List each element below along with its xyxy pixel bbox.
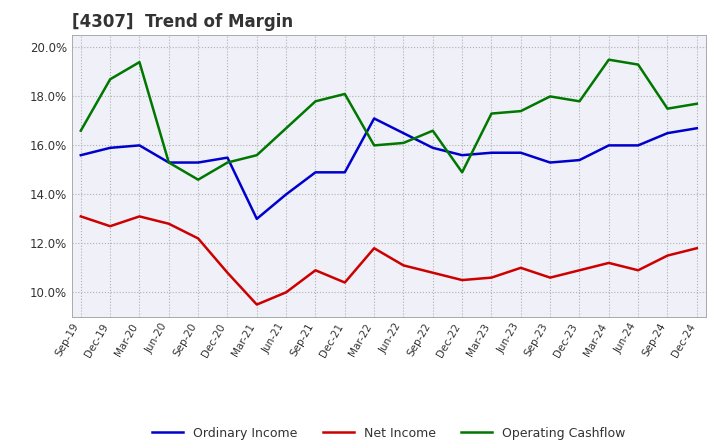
Net Income	[575, 268, 584, 273]
Operating Cashflow	[106, 77, 114, 82]
Ordinary Income	[428, 145, 437, 150]
Net Income	[634, 268, 642, 273]
Ordinary Income	[253, 216, 261, 221]
Net Income	[370, 246, 379, 251]
Net Income	[516, 265, 525, 271]
Net Income	[223, 270, 232, 275]
Operating Cashflow	[164, 160, 173, 165]
Ordinary Income	[223, 155, 232, 160]
Ordinary Income	[605, 143, 613, 148]
Operating Cashflow	[605, 57, 613, 62]
Ordinary Income	[575, 158, 584, 163]
Operating Cashflow	[516, 109, 525, 114]
Net Income	[135, 214, 144, 219]
Net Income	[428, 270, 437, 275]
Ordinary Income	[76, 153, 85, 158]
Operating Cashflow	[341, 92, 349, 97]
Ordinary Income	[311, 170, 320, 175]
Ordinary Income	[663, 131, 672, 136]
Ordinary Income	[487, 150, 496, 155]
Ordinary Income	[458, 153, 467, 158]
Net Income	[399, 263, 408, 268]
Ordinary Income	[164, 160, 173, 165]
Net Income	[546, 275, 554, 280]
Net Income	[164, 221, 173, 227]
Operating Cashflow	[282, 125, 290, 131]
Ordinary Income	[106, 145, 114, 150]
Operating Cashflow	[194, 177, 202, 182]
Operating Cashflow	[693, 101, 701, 106]
Line: Net Income: Net Income	[81, 216, 697, 304]
Net Income	[458, 278, 467, 283]
Net Income	[341, 280, 349, 285]
Net Income	[663, 253, 672, 258]
Operating Cashflow	[634, 62, 642, 67]
Operating Cashflow	[487, 111, 496, 116]
Ordinary Income	[634, 143, 642, 148]
Net Income	[605, 260, 613, 266]
Net Income	[194, 236, 202, 241]
Ordinary Income	[516, 150, 525, 155]
Operating Cashflow	[135, 59, 144, 65]
Operating Cashflow	[311, 99, 320, 104]
Ordinary Income	[282, 192, 290, 197]
Net Income	[311, 268, 320, 273]
Operating Cashflow	[370, 143, 379, 148]
Operating Cashflow	[546, 94, 554, 99]
Net Income	[76, 214, 85, 219]
Text: [4307]  Trend of Margin: [4307] Trend of Margin	[72, 13, 293, 31]
Net Income	[106, 224, 114, 229]
Ordinary Income	[370, 116, 379, 121]
Operating Cashflow	[253, 153, 261, 158]
Net Income	[253, 302, 261, 307]
Operating Cashflow	[575, 99, 584, 104]
Operating Cashflow	[399, 140, 408, 146]
Operating Cashflow	[223, 160, 232, 165]
Operating Cashflow	[663, 106, 672, 111]
Operating Cashflow	[76, 128, 85, 133]
Net Income	[693, 246, 701, 251]
Ordinary Income	[135, 143, 144, 148]
Ordinary Income	[399, 131, 408, 136]
Ordinary Income	[341, 170, 349, 175]
Line: Operating Cashflow: Operating Cashflow	[81, 60, 697, 180]
Ordinary Income	[546, 160, 554, 165]
Ordinary Income	[194, 160, 202, 165]
Operating Cashflow	[458, 170, 467, 175]
Net Income	[282, 290, 290, 295]
Net Income	[487, 275, 496, 280]
Legend: Ordinary Income, Net Income, Operating Cashflow: Ordinary Income, Net Income, Operating C…	[147, 422, 631, 440]
Ordinary Income	[693, 125, 701, 131]
Operating Cashflow	[428, 128, 437, 133]
Line: Ordinary Income: Ordinary Income	[81, 118, 697, 219]
